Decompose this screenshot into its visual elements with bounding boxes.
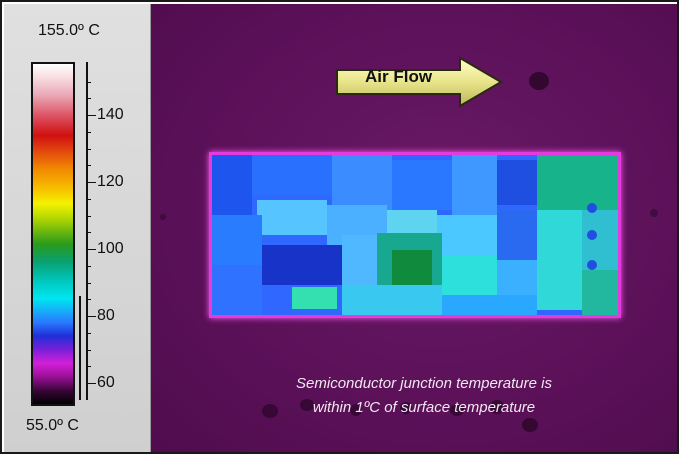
region <box>442 295 537 315</box>
dark-spot <box>400 402 412 414</box>
scale-min-label: 55.0º C <box>26 417 79 434</box>
tick <box>86 82 91 83</box>
tick-label: 80 <box>97 307 115 324</box>
region <box>582 270 618 315</box>
tick <box>86 383 96 384</box>
region <box>587 260 597 270</box>
dark-spot <box>529 72 549 90</box>
dark-spot <box>490 400 504 414</box>
scale-axis <box>86 62 88 400</box>
arrow-right-icon <box>336 56 503 108</box>
tick <box>86 216 91 217</box>
dark-spot <box>350 404 362 416</box>
dark-spot <box>650 209 658 217</box>
region <box>452 155 497 215</box>
tick <box>86 182 96 183</box>
region <box>537 155 618 210</box>
tick <box>86 316 96 317</box>
temperature-scale-panel: 155.0º C 140 120 100 80 60 55.0º C <box>4 4 151 452</box>
region <box>587 203 597 213</box>
tick <box>86 199 91 200</box>
tick <box>86 115 96 116</box>
tick-label: 140 <box>97 106 124 123</box>
region <box>292 287 337 309</box>
tick <box>86 299 91 300</box>
dark-spot <box>262 404 278 418</box>
region <box>437 215 497 255</box>
color-scale-bar <box>31 62 75 406</box>
dark-spot <box>522 418 538 432</box>
air-flow-label: Air Flow <box>365 67 433 86</box>
caption-line-2: within 1ºC of surface temperature <box>312 399 536 416</box>
region <box>252 155 332 195</box>
region <box>392 160 452 210</box>
region <box>332 155 392 210</box>
scale-marker <box>79 296 81 400</box>
tick <box>86 283 91 284</box>
dark-spot <box>450 404 464 416</box>
tick <box>86 366 91 367</box>
region <box>257 200 327 235</box>
region <box>212 265 262 315</box>
tick-label: 100 <box>97 240 124 257</box>
dark-spot <box>300 399 314 411</box>
tick <box>86 132 91 133</box>
caption-line-1: Semiconductor junction temperature is <box>296 375 552 392</box>
scale-max-label: 155.0º C <box>38 22 100 39</box>
region <box>442 255 497 295</box>
region <box>497 260 537 300</box>
region <box>587 230 597 240</box>
tick <box>86 232 91 233</box>
tick-label: 120 <box>97 173 124 190</box>
tick <box>86 165 91 166</box>
tick <box>86 149 91 150</box>
region <box>342 285 442 315</box>
tick <box>86 249 96 250</box>
component-thermal-block <box>209 152 621 318</box>
region <box>392 250 432 285</box>
tick <box>86 350 91 351</box>
dark-spot <box>160 214 166 220</box>
region <box>497 160 537 205</box>
region <box>212 215 262 265</box>
region <box>537 210 582 310</box>
region <box>497 210 537 260</box>
tick <box>86 266 91 267</box>
tick <box>86 98 91 99</box>
tick <box>86 333 91 334</box>
region <box>212 155 252 215</box>
region <box>262 245 342 285</box>
tick-label: 60 <box>97 374 115 391</box>
